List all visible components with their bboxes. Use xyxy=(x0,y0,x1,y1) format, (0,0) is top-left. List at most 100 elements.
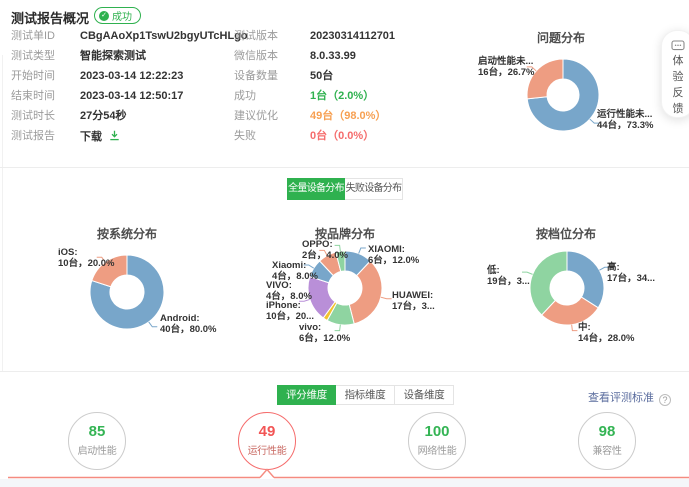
comment-icon xyxy=(671,40,685,51)
info-label: 测试单ID xyxy=(11,30,55,42)
panel-left-border xyxy=(2,55,3,371)
score-runtime[interactable]: 49 运行性能 xyxy=(238,412,296,470)
pie-slice-低[interactable] xyxy=(529,250,568,316)
problem-distribution-title: 问题分布 xyxy=(536,31,585,45)
pie-slice-运行性能未...[interactable] xyxy=(526,58,600,132)
info-row: 失败 0台（0.0%） xyxy=(234,130,395,150)
tab-device-dimension[interactable]: 设备维度 xyxy=(395,385,454,405)
info-value: CBgAAoXp1TswU2bgyUTcHLgo xyxy=(80,30,248,42)
tab-score-dimension[interactable]: 评分维度 xyxy=(277,385,336,405)
info-column-right: 测试版本 20230314112701 微信版本 8.0.33.99 设备数量 50台… xyxy=(234,30,395,150)
info-value: 50台 xyxy=(310,70,334,82)
score-value: 49 xyxy=(258,423,276,440)
info-label: 测试时长 xyxy=(11,110,55,122)
feedback-label-char: 验 xyxy=(672,70,684,83)
pie-slice-启动性能未...[interactable] xyxy=(526,58,564,100)
help-question-icon[interactable]: ? xyxy=(659,394,671,406)
info-column-left: 测试单ID CBgAAoXp1TswU2bgyUTcHLgo 测试类型 智能探索测试… xyxy=(11,30,248,150)
pie-label-运行性能未...: 运行性能未... 44台，73.3% xyxy=(597,109,654,131)
score-label: 网络性能 xyxy=(417,446,457,457)
info-row: 结束时间 2023-03-14 12:50:17 xyxy=(11,90,248,110)
by-system-title: 按系统分布 xyxy=(96,227,157,241)
info-label: 建议优化 xyxy=(234,110,278,122)
pie-label-HUAWEI: HUAWEI: 17台，3... xyxy=(392,290,435,312)
info-row: 微信版本 8.0.33.99 xyxy=(234,50,395,70)
tab-metric-dimension[interactable]: 指标维度 xyxy=(336,385,395,405)
info-label: 失败 xyxy=(234,130,256,142)
info-value: 智能探索测试 xyxy=(80,50,146,62)
status-badge: ✓ 成功 xyxy=(94,7,141,24)
info-label: 微信版本 xyxy=(234,50,278,62)
info-value: 2023-03-14 12:22:23 xyxy=(80,70,184,82)
feedback-widget-button[interactable]: 体 验 反 馈 xyxy=(661,30,689,118)
score-value: 98 xyxy=(598,423,616,440)
pie-label-XIAOMI: XIAOMI: 6台，12.0% xyxy=(368,244,420,266)
info-row: 建议优化 49台（98.0%） xyxy=(234,110,395,130)
tab-failed-devices[interactable]: 失败设备分布 xyxy=(345,178,403,200)
score-label: 兼容性 xyxy=(592,446,622,457)
info-label: 测试版本 xyxy=(234,30,278,42)
section-divider xyxy=(0,371,689,372)
pie-leader-line xyxy=(358,247,366,254)
score-compatibility[interactable]: 98 兼容性 xyxy=(578,412,636,470)
pie-label-iPhone: iPhone: 10台，20... xyxy=(266,300,315,322)
info-row: 开始时间 2023-03-14 12:22:23 xyxy=(11,70,248,90)
score-value: 100 xyxy=(424,423,450,440)
tab-all-devices[interactable]: 全量设备分布 xyxy=(287,178,345,200)
pie-slice-高[interactable] xyxy=(566,250,605,309)
pie-label-vivo: vivo: 6台，12.0% xyxy=(299,322,351,344)
score-value: 85 xyxy=(88,423,106,440)
pie-label-中: 中: 14台，28.0% xyxy=(578,322,635,344)
pie-leader-line xyxy=(380,296,392,300)
info-label: 设备数量 xyxy=(234,70,278,82)
pie-label-启动性能未...: 启动性能未... 16台，26.7% xyxy=(478,56,535,78)
pie-slice-Android[interactable] xyxy=(89,254,165,330)
info-row: 成功 1台（2.0%） xyxy=(234,90,395,110)
feedback-label-char: 反 xyxy=(672,86,684,99)
info-row: 测试版本 20230314112701 xyxy=(234,30,395,50)
section-divider xyxy=(0,167,689,168)
feedback-label-char: 馈 xyxy=(672,102,684,115)
info-label: 结束时间 xyxy=(11,90,55,102)
view-standard-label: 查看评测标准 xyxy=(588,392,654,404)
report-download: 下载 xyxy=(80,130,120,144)
pie-slice-iOS[interactable] xyxy=(91,254,128,288)
success-count: 1台（2.0%） xyxy=(310,90,375,102)
score-startup[interactable]: 85 启动性能 xyxy=(68,412,126,470)
info-value: 8.0.33.99 xyxy=(310,50,356,62)
view-standard-link[interactable]: 查看评测标准? xyxy=(588,389,671,406)
download-link[interactable]: 下载 xyxy=(80,131,102,143)
info-label: 开始时间 xyxy=(11,70,55,82)
next-section-strip xyxy=(0,478,689,487)
by-brand-title: 按品牌分布 xyxy=(314,227,375,241)
pie-label-VIVO: VIVO: 4台，8.0% xyxy=(266,280,312,302)
pie-label-Xiaomi: Xiaomi: 4台，8.0% xyxy=(272,260,318,282)
info-label: 成功 xyxy=(234,90,256,102)
pie-label-OPPO: OPPO: 2台，4.0% xyxy=(302,239,348,261)
score-network[interactable]: 100 网络性能 xyxy=(408,412,466,470)
pie-label-低: 低: 19台，3... xyxy=(487,265,530,287)
pie-label-iOS: iOS: 10台，20.0% xyxy=(58,247,115,269)
pie-slice-OPPO[interactable] xyxy=(335,250,346,273)
feedback-label-char: 体 xyxy=(672,54,684,67)
pie-label-高: 高: 17台，34... xyxy=(607,262,656,284)
suggest-optimize-count: 49台（98.0%） xyxy=(310,110,387,122)
info-label: 测试报告 xyxy=(11,130,55,142)
info-row: 设备数量 50台 xyxy=(234,70,395,90)
score-label: 运行性能 xyxy=(247,446,287,457)
info-label: 测试类型 xyxy=(11,50,55,62)
info-row: 测试单ID CBgAAoXp1TswU2bgyUTcHLgo xyxy=(11,30,248,50)
info-row: 测试类型 智能探索测试 xyxy=(11,50,248,70)
download-icon xyxy=(110,130,119,141)
info-row: 测试报告 下载 xyxy=(11,130,248,150)
info-value: 2023-03-14 12:50:17 xyxy=(80,90,184,102)
info-value: 27分54秒 xyxy=(80,110,127,122)
by-tier-title: 按档位分布 xyxy=(535,227,596,241)
pie-label-Android: Android: 40台，80.0% xyxy=(160,313,217,335)
device-distribution-tabs: 全量设备分布 失败设备分布 xyxy=(287,178,403,200)
pie-slice-HUAWEI[interactable] xyxy=(348,260,383,325)
score-label: 启动性能 xyxy=(77,446,117,457)
success-check-icon: ✓ xyxy=(99,10,109,21)
